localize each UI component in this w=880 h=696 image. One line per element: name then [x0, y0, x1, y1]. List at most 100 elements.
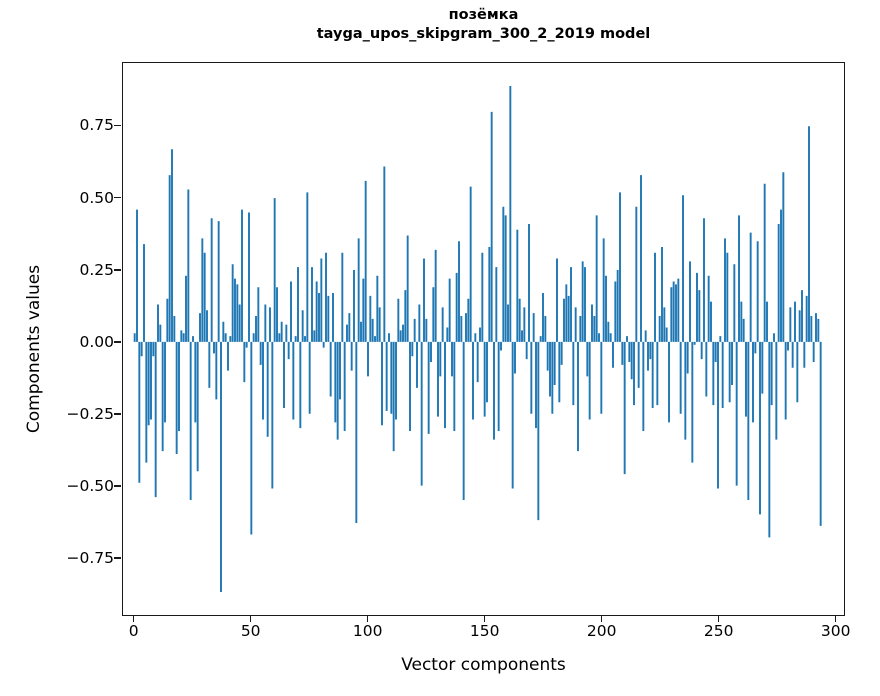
- bar: [362, 278, 365, 342]
- bar: [514, 341, 516, 374]
- bar: [609, 333, 612, 342]
- bar: [187, 189, 190, 342]
- bar: [283, 341, 285, 408]
- y-tick-mark: [114, 268, 121, 271]
- bar: [325, 252, 327, 342]
- y-tick-label: −0.75: [66, 549, 115, 568]
- bar: [588, 341, 591, 420]
- chart-title-line-2: tayga_upos_skipgram_300_2_2019 model: [316, 26, 651, 42]
- bar: [208, 341, 211, 388]
- bar: [166, 298, 169, 342]
- bar: [182, 333, 185, 342]
- bar: [649, 341, 652, 360]
- bar: [234, 278, 236, 342]
- bar: [532, 313, 535, 342]
- bar: [245, 341, 248, 348]
- bar: [360, 321, 362, 342]
- bar: [670, 287, 673, 342]
- bar: [595, 215, 598, 342]
- bar: [357, 238, 360, 342]
- bar: [766, 301, 768, 342]
- bar: [467, 298, 470, 342]
- bar: [329, 341, 332, 397]
- chart-title: позёмка tayga_upos_skipgram_300_2_2019 m…: [122, 6, 845, 44]
- bar: [262, 341, 264, 420]
- bar: [348, 313, 351, 342]
- bar: [266, 341, 269, 437]
- bar: [241, 209, 243, 342]
- bar: [714, 341, 717, 363]
- bar: [154, 341, 157, 498]
- y-tick-label: 0.75: [79, 116, 114, 135]
- bar: [780, 209, 782, 342]
- bar: [528, 223, 530, 342]
- bar: [754, 341, 757, 354]
- bar: [341, 252, 344, 342]
- bar: [285, 324, 288, 342]
- bar: [761, 341, 764, 394]
- bar: [691, 341, 694, 463]
- bar: [388, 333, 390, 342]
- bar: [768, 341, 771, 538]
- bar: [353, 270, 355, 342]
- bar: [717, 341, 719, 489]
- bar: [572, 341, 575, 406]
- bar: [334, 341, 337, 423]
- bar: [579, 316, 582, 342]
- bar: [138, 341, 141, 483]
- y-tick-mark: [114, 196, 121, 199]
- bar: [635, 206, 638, 342]
- bar: [420, 341, 423, 486]
- bar: [474, 333, 477, 342]
- x-tick-mark: [249, 615, 252, 622]
- bar: [227, 341, 229, 371]
- bar: [591, 304, 593, 342]
- x-tick-label: 150: [469, 622, 500, 640]
- bar: [418, 304, 421, 342]
- y-tick-mark: [114, 413, 121, 415]
- bar: [222, 321, 225, 342]
- bar: [453, 341, 456, 432]
- bar: [672, 281, 675, 342]
- bar: [724, 238, 726, 342]
- bar: [441, 307, 444, 342]
- bar: [607, 321, 610, 342]
- bar: [740, 301, 743, 342]
- bar: [448, 278, 451, 342]
- bar: [189, 341, 192, 501]
- bar: [402, 324, 404, 342]
- bar: [171, 149, 173, 342]
- bar: [663, 307, 666, 342]
- bar: [332, 292, 334, 342]
- bar: [392, 341, 395, 452]
- bar: [213, 341, 215, 354]
- bar: [406, 235, 409, 342]
- bar: [488, 247, 491, 342]
- bar: [570, 267, 572, 342]
- x-tick-mark: [834, 615, 837, 622]
- bar: [238, 304, 241, 342]
- bar: [217, 221, 220, 342]
- bar: [738, 215, 740, 342]
- bar: [642, 341, 645, 432]
- bar: [397, 298, 400, 342]
- bar: [563, 298, 565, 342]
- bar: [259, 341, 262, 365]
- bar: [451, 341, 453, 377]
- bar: [567, 295, 570, 342]
- bar: [817, 318, 820, 342]
- bar: [395, 341, 397, 420]
- bar: [628, 341, 631, 363]
- bar: [276, 287, 278, 342]
- bar: [194, 341, 197, 423]
- bar: [819, 341, 822, 526]
- bar: [511, 341, 514, 489]
- bar: [476, 341, 479, 383]
- bar: [791, 341, 794, 368]
- bar: [773, 333, 775, 342]
- bar: [798, 310, 801, 342]
- bar: [721, 341, 724, 408]
- x-tick-label: 200: [586, 622, 617, 640]
- bar: [705, 341, 708, 397]
- bar: [810, 316, 813, 342]
